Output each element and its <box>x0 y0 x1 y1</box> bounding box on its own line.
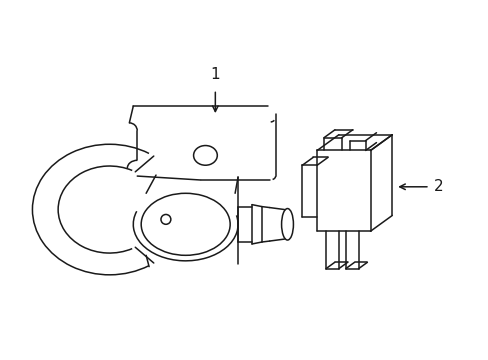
Text: 2: 2 <box>433 179 443 194</box>
Circle shape <box>161 215 170 224</box>
Text: 1: 1 <box>210 67 220 82</box>
Ellipse shape <box>281 208 293 240</box>
